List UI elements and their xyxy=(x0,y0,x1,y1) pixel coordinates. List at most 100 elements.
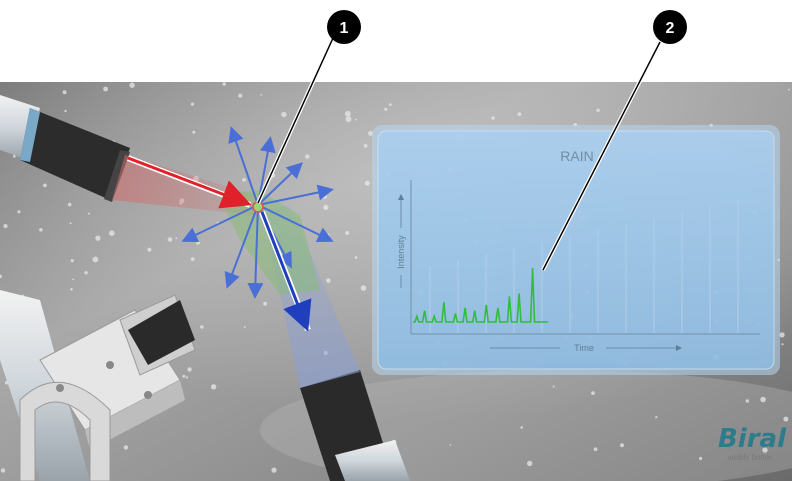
raindrop xyxy=(354,118,357,121)
raindrop xyxy=(305,154,310,159)
raindrop xyxy=(70,288,73,291)
time-axis-indicator: Time xyxy=(490,343,682,353)
raindrop xyxy=(242,178,246,182)
raindrop xyxy=(326,278,331,283)
raindrop xyxy=(190,102,195,106)
raindrop xyxy=(69,222,72,225)
raindrop xyxy=(762,447,768,453)
raindrop xyxy=(449,444,452,446)
raindrop xyxy=(243,326,246,328)
raindrop xyxy=(187,367,192,372)
callout-2-leader-core xyxy=(542,41,661,271)
raindrop xyxy=(0,468,6,473)
receiver-head xyxy=(300,370,410,481)
raindrop xyxy=(591,391,595,395)
raindrop xyxy=(527,460,533,467)
raindrop xyxy=(281,111,287,118)
callout-2-number: 2 xyxy=(666,20,675,37)
scattered-beam-arrow xyxy=(259,210,312,332)
brand-name: Biral xyxy=(718,424,787,454)
raindrop xyxy=(699,456,703,461)
raindrop xyxy=(345,231,350,235)
raindrop xyxy=(84,271,88,275)
raindrop xyxy=(552,385,555,388)
raindrop xyxy=(62,90,67,95)
raindrop xyxy=(103,86,108,92)
raindrop xyxy=(185,376,189,379)
raindrop xyxy=(620,443,624,448)
raindrop xyxy=(88,212,90,215)
x-axis-label: Time xyxy=(574,343,594,353)
callout-2: 2 xyxy=(653,10,687,44)
raindrop xyxy=(196,240,200,245)
callout-1-leader-core xyxy=(257,37,334,204)
scatter-volume xyxy=(218,190,320,295)
raindrop xyxy=(129,82,135,88)
incident-beam-arrow xyxy=(126,155,252,209)
raindrop xyxy=(200,325,204,329)
raindrop xyxy=(3,224,8,229)
raindrop xyxy=(192,130,196,134)
rain-intensity-trace xyxy=(413,267,548,323)
raindrop xyxy=(596,108,600,113)
brand-tagline: visibly better xyxy=(728,453,773,462)
raindrop xyxy=(167,237,173,242)
raindrop xyxy=(745,399,749,403)
callout-1: 1 xyxy=(327,10,361,44)
raindrop-target xyxy=(252,201,264,213)
raindrop xyxy=(655,416,658,419)
raindrop xyxy=(123,445,129,450)
raindrop xyxy=(779,332,785,338)
raindrop xyxy=(323,204,329,210)
callout-1-number: 1 xyxy=(340,20,349,37)
raindrop xyxy=(354,256,358,259)
raindrop xyxy=(788,88,790,91)
raindrop xyxy=(345,116,352,123)
raindrop xyxy=(70,259,74,263)
raindrop xyxy=(13,154,16,158)
raindrop xyxy=(175,237,178,240)
raindrop xyxy=(109,230,115,236)
raindrop xyxy=(92,256,99,263)
raindrop xyxy=(263,301,268,306)
raindrop xyxy=(271,467,277,473)
screen-title: RAIN xyxy=(560,148,593,164)
intensity-axis-indicator: Intensity xyxy=(396,194,406,288)
raindrop xyxy=(260,94,263,96)
raindrop xyxy=(222,82,226,86)
raindrop xyxy=(190,257,195,261)
raindrop xyxy=(147,247,152,252)
raindrop xyxy=(39,228,43,232)
scatter-arrows xyxy=(181,126,334,299)
brand-logo: Biral visibly better xyxy=(718,424,787,462)
raindrop xyxy=(781,343,784,346)
raindrop xyxy=(210,384,217,390)
sensor-mount xyxy=(0,290,196,481)
raindrop xyxy=(520,426,523,429)
raindrop xyxy=(67,202,72,207)
raindrop xyxy=(363,143,368,148)
raindrop xyxy=(238,93,243,98)
raindrop xyxy=(17,210,21,214)
raindrop xyxy=(783,416,789,422)
raindrop xyxy=(593,447,598,452)
raindrop xyxy=(388,103,392,106)
raindrop xyxy=(72,278,75,281)
raindrop xyxy=(322,193,328,199)
raindrop xyxy=(760,396,766,403)
raindrop xyxy=(384,107,388,111)
raindrop xyxy=(344,110,351,117)
raindrop xyxy=(182,374,186,378)
raindrop xyxy=(368,130,374,136)
rain-screen: RAIN Time Intensity xyxy=(372,125,780,375)
raindrop xyxy=(364,180,370,186)
raindrop xyxy=(95,235,101,241)
raindrop xyxy=(0,274,2,279)
raindrop xyxy=(491,116,495,120)
raindrop xyxy=(64,109,67,113)
y-axis-label: Intensity xyxy=(396,235,406,269)
raindrop xyxy=(360,285,367,291)
raindrop xyxy=(43,183,47,188)
raindrop xyxy=(517,112,522,117)
